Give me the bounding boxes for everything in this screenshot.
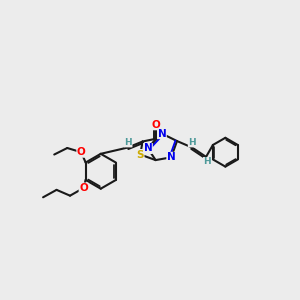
- Text: O: O: [77, 147, 85, 157]
- Text: S: S: [136, 149, 144, 160]
- Text: N: N: [167, 152, 176, 162]
- Text: N: N: [158, 129, 166, 139]
- Text: N: N: [144, 143, 152, 154]
- Text: H: H: [124, 138, 132, 147]
- Text: O: O: [152, 120, 161, 130]
- Text: H: H: [188, 138, 196, 147]
- Text: O: O: [79, 183, 88, 193]
- Text: H: H: [203, 158, 211, 166]
